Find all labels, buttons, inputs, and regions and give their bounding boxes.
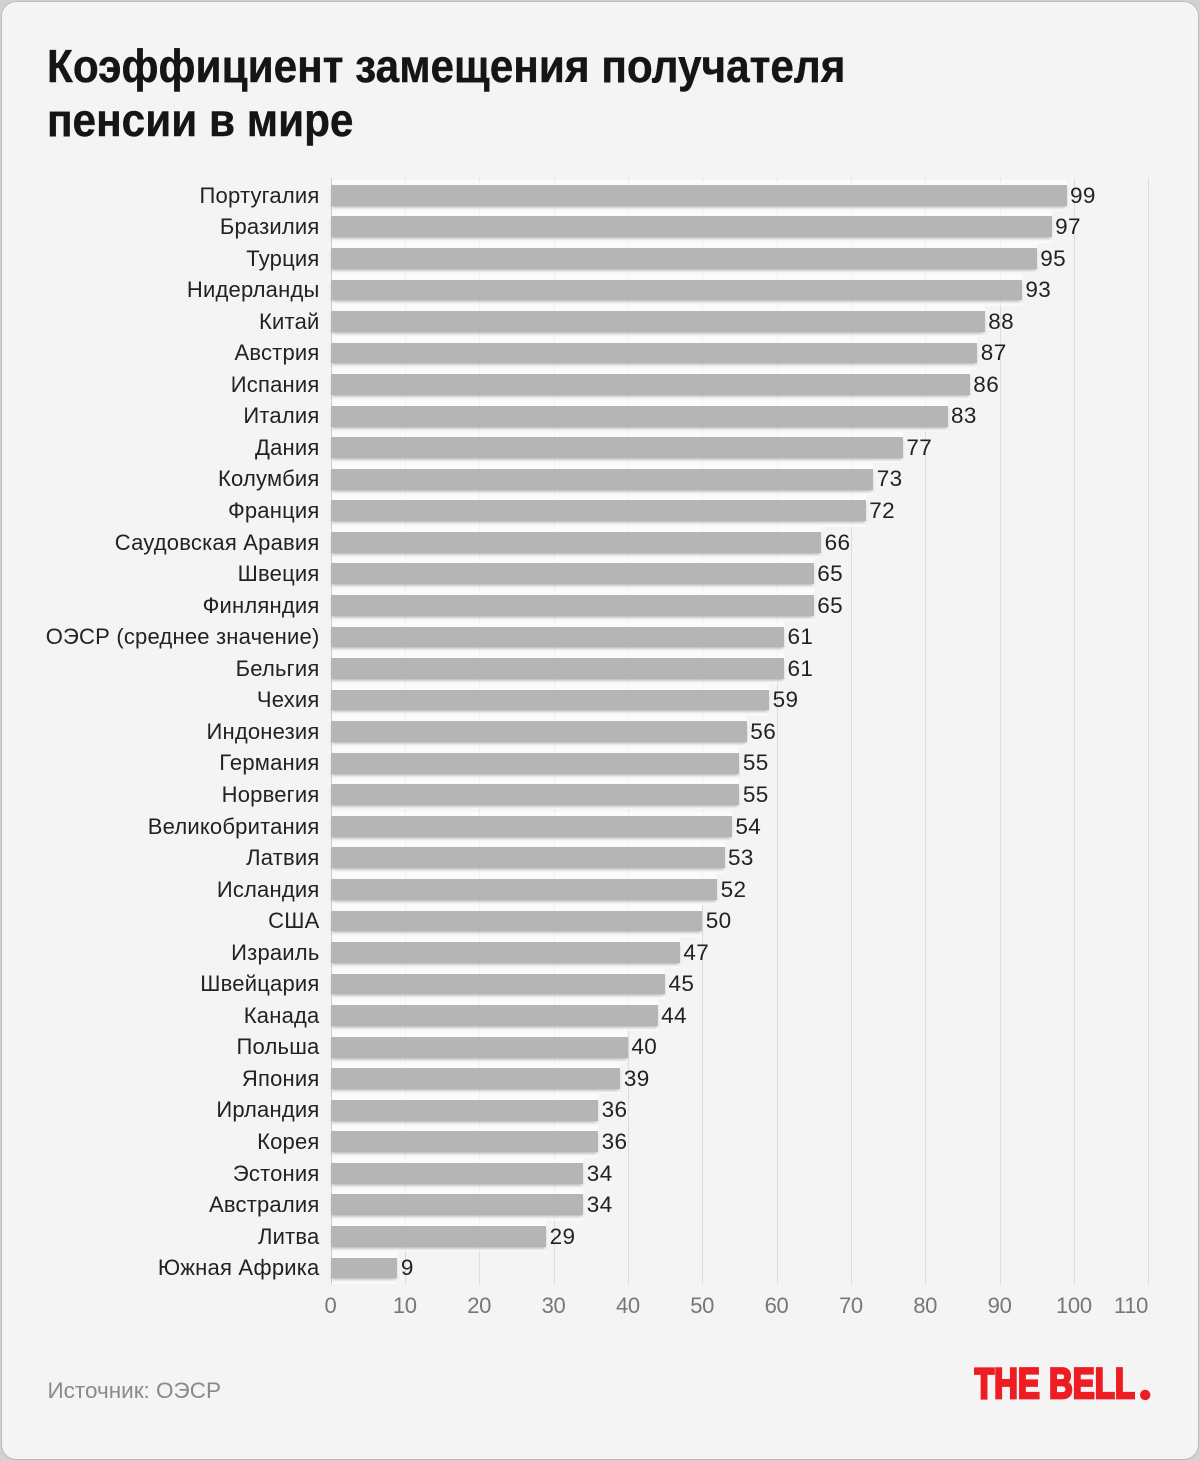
svg-text:THE BELL: THE BELL [974, 1363, 1135, 1408]
